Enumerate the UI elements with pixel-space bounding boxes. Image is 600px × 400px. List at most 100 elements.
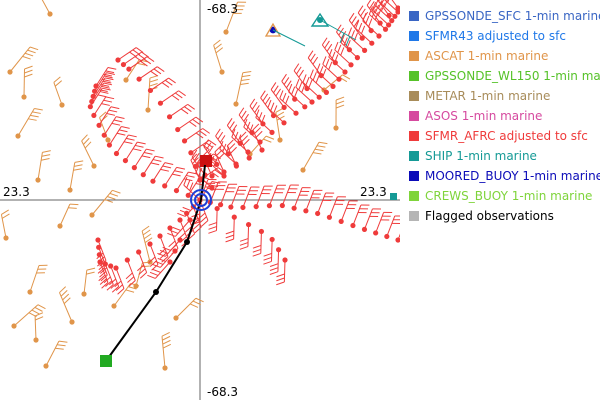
barb-flag	[312, 56, 319, 65]
ascat-dot	[47, 11, 53, 17]
barb-flag	[243, 113, 249, 122]
barb-flag	[254, 127, 261, 134]
barb-flag	[119, 129, 128, 133]
barb-flag	[366, 0, 372, 6]
ascat-dot	[57, 223, 63, 229]
sfmr-afrc-observations	[87, 0, 400, 295]
sfmr-dot	[246, 155, 252, 161]
sfmr-dot	[173, 187, 180, 194]
legend-item[interactable]: GPSSONDE_SFC 1-min marine	[405, 6, 600, 26]
legend-item[interactable]: METAR 1-min marine	[405, 86, 600, 106]
barb-flag	[63, 297, 71, 304]
barb-flag	[103, 73, 113, 77]
barb-flag	[111, 286, 119, 293]
barb-flag	[140, 60, 148, 67]
sfmr-dot	[304, 85, 310, 92]
legend-item[interactable]: Flagged observations	[405, 206, 600, 226]
legend-item[interactable]: SHIP 1-min marine	[405, 146, 600, 166]
sfmr-observation	[377, 0, 392, 19]
barb-flag	[374, 11, 379, 21]
barb-flag	[152, 159, 162, 162]
barb-flag	[226, 118, 233, 126]
barb-flag	[319, 66, 324, 75]
sfmr-observation	[181, 128, 210, 144]
barb-flag	[107, 66, 117, 70]
sfmr-observation	[307, 50, 324, 79]
legend-item[interactable]: GPSSONDE_WL150 1-min marine	[405, 66, 600, 86]
sfmr-dot	[197, 177, 203, 183]
barb-flag	[27, 49, 36, 54]
legend-item[interactable]: MOORED_BUOY 1-min marine	[405, 166, 600, 186]
legend-item[interactable]: ASCAT 1-min marine	[405, 46, 600, 66]
sfmr-dot	[376, 33, 382, 39]
barb-staff	[272, 29, 306, 47]
sfmr-dot	[332, 60, 338, 66]
barb-flag	[101, 103, 110, 106]
legend-item[interactable]: ASOS 1-min marine	[405, 106, 600, 126]
sfmr-observation	[101, 116, 125, 138]
sfmr-dot	[214, 161, 220, 168]
barb-flag	[117, 288, 125, 295]
barb-staff	[233, 217, 235, 240]
ascat-observation	[53, 76, 65, 108]
barb-flag	[238, 107, 245, 116]
ascat-observation	[57, 203, 79, 229]
storm-center-ring-inner	[194, 193, 208, 207]
legend-item[interactable]: SFMR43 adjusted to sfc	[405, 26, 600, 46]
sfmr-dot	[187, 217, 193, 223]
barb-flag	[225, 238, 234, 243]
barb-flag	[215, 128, 221, 137]
barb-flag	[115, 284, 123, 291]
barb-flag	[105, 280, 113, 287]
barb-flag	[172, 173, 181, 177]
sfmr-dot	[157, 100, 164, 106]
barb-flag	[150, 162, 160, 166]
barb-flag	[336, 24, 342, 33]
sfmr-observation	[166, 103, 195, 120]
sfmr-dot	[369, 40, 375, 46]
barb-flag	[138, 268, 146, 275]
legend-item[interactable]: SFMR_AFRC adjusted to sfc	[405, 126, 600, 146]
barb-flag	[60, 289, 68, 297]
sfmr-observation	[115, 47, 144, 63]
barb-staff	[175, 297, 197, 319]
barb-flag	[322, 56, 327, 65]
barb-flag	[106, 113, 116, 116]
legend-item[interactable]: CREWS_BUOY 1-min marine	[405, 186, 600, 206]
sfmr-observation	[106, 126, 130, 148]
barb-flag	[195, 297, 204, 303]
x-tick-label-right: 23.3	[360, 185, 387, 199]
sfmr-dot	[336, 76, 342, 82]
barb-flag	[42, 150, 51, 153]
sfmr-dot	[126, 66, 132, 72]
barb-flag	[282, 92, 287, 102]
sfmr-dot	[89, 98, 95, 105]
sfmr-observation	[136, 249, 148, 279]
ship-observation	[310, 12, 357, 47]
sfmr-observation	[228, 186, 248, 210]
barb-staff	[225, 1, 238, 33]
barb-staff	[260, 231, 262, 254]
sfmr-dot	[221, 169, 227, 175]
barb-flag	[334, 41, 339, 51]
barb-flag	[168, 77, 176, 84]
sfmr-observation	[266, 184, 286, 209]
barb-flag	[151, 264, 159, 271]
barb-flag	[62, 293, 70, 301]
barb-flag	[351, 16, 357, 24]
barb-flag	[365, 15, 370, 25]
barb-flag	[192, 118, 200, 125]
sfmr-dot	[162, 183, 168, 189]
sfmr-dot	[113, 265, 119, 271]
barb-flag	[102, 80, 112, 84]
ascat-observation	[223, 1, 247, 35]
barb-flag	[276, 111, 285, 117]
legend-label: GPSSONDE_SFC 1-min marine	[425, 9, 600, 23]
barb-flag	[187, 103, 195, 110]
sfmr-dot	[279, 202, 285, 209]
barb-flag	[217, 152, 225, 160]
sfmr-dot	[260, 121, 266, 127]
ascat-dot	[69, 319, 75, 325]
legend-label: SHIP 1-min marine	[425, 149, 537, 163]
barb-flag	[153, 68, 162, 75]
